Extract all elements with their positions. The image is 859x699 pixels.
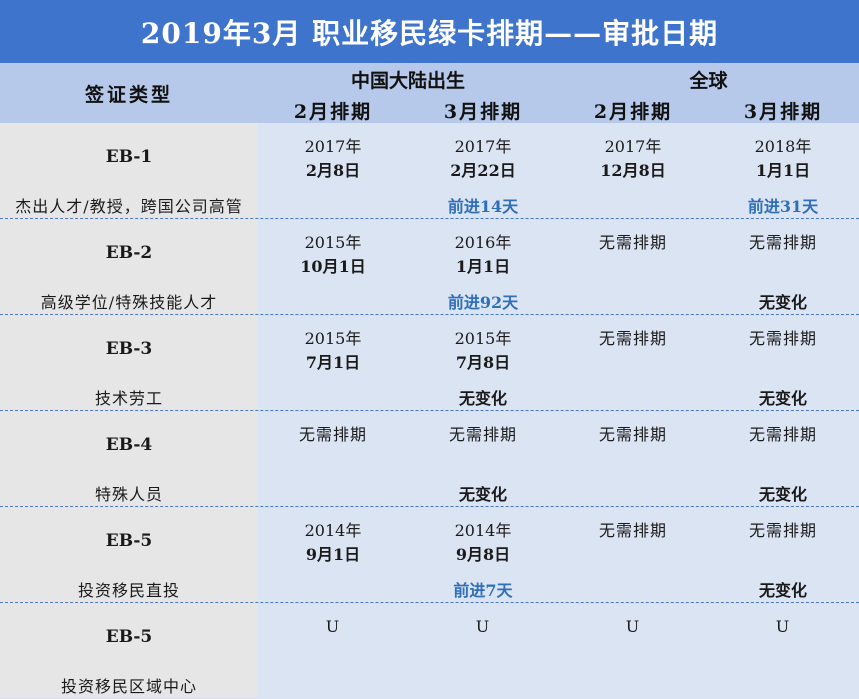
china-feb-cell: U [325,617,341,636]
china-change-label: 前进92天 [447,293,519,312]
global-change-label: 无变化 [758,581,807,600]
visa-description: 特殊人员 [94,485,163,504]
row-divider [0,602,859,603]
china-mar-cell: U [475,617,491,636]
cutoff-year: 2015年 [304,233,362,252]
visa-category: EB-5 [105,531,153,551]
china-group-header: 中国大陆出生 [350,70,465,92]
visa-category: EB-5 [105,627,153,647]
table-row: EB-5 投资移民直投 2014年 9月1日 2014年 9月8日 无需排期 无需排期前进7天… [0,507,859,603]
china-feb-cell: 2015年 10月1日 [258,231,408,279]
china-feb-cell: 2015年 7月1日 [258,327,408,375]
visa-description: 投资移民区域中心 [60,677,197,696]
visa-type-header: 签证类型 [84,84,173,106]
global-change-label: 无变化 [758,293,807,312]
global-feb-cell: 无需排期 [598,425,667,444]
china-change-label: 前进14天 [447,197,519,216]
row-divider [0,506,859,507]
cutoff-date: 10月1日 [300,257,366,276]
visa-category: EB-2 [105,243,153,263]
table-row: EB-5 投资移民区域中心 U U U U [0,603,859,699]
china-feb-cell: 2017年 2月8日 [258,135,408,183]
cutoff-date: 9月8日 [455,545,511,564]
china-mar-cell: 无需排期 [448,425,517,444]
china-mar-cell: 2017年 2月22日 [408,135,558,183]
china-mar-cell: 2016年 1月1日 [408,231,558,279]
global-feb-cell: U [625,617,641,636]
global-mar-cell: U [775,617,791,636]
visa-description: 投资移民直投 [77,581,180,600]
china-mar-header: 3月排期 [443,101,523,123]
cutoff-date: 1月1日 [755,161,811,180]
cutoff-year: 2018年 [754,137,812,156]
cutoff-year: 2017年 [604,137,662,156]
page-title: 2019年3月 职业移民绿卡排期——审批日期 [0,0,859,63]
table-row: EB-2 高级学位/特殊技能人才 2015年 10月1日 2016年 1月1日 无需排期 无需… [0,219,859,315]
cutoff-year: 2017年 [304,137,362,156]
row-divider [0,218,859,219]
global-mar-header: 3月排期 [743,101,823,123]
china-mar-cell: 2014年 9月8日 [408,519,558,567]
row-divider [0,410,859,411]
visa-description: 杰出人才/教授，跨国公司高管 [15,197,243,216]
cutoff-date: 7月8日 [455,353,511,372]
global-feb-header: 2月排期 [593,101,673,123]
cutoff-year: 2015年 [304,329,362,348]
cutoff-date: 2月8日 [305,161,361,180]
global-change-label: 无变化 [758,389,807,408]
table-header [0,63,859,123]
global-feb-cell: 无需排期 [598,233,667,252]
global-mar-cell: 2018年 1月1日 [708,135,858,183]
global-feb-cell: 无需排期 [598,329,667,348]
cutoff-date: 1月1日 [455,257,511,276]
cutoff-date: 9月1日 [305,545,361,564]
global-group-header: 全球 [689,70,728,92]
visa-category: EB-3 [105,339,153,359]
china-change-label: 无变化 [458,485,507,504]
china-feb-cell: 2014年 9月1日 [258,519,408,567]
cutoff-year: 2016年 [454,233,512,252]
global-mar-cell: 无需排期 [748,233,817,252]
cutoff-date: 12月8日 [600,161,666,180]
china-feb-cell: 无需排期 [298,425,367,444]
global-feb-cell: 无需排期 [598,521,667,540]
cutoff-year: 2017年 [454,137,512,156]
table-row: EB-1 杰出人才/教授，跨国公司高管 2017年 2月8日 2017年 2月22日 201… [0,123,859,219]
china-feb-header: 2月排期 [293,101,373,123]
global-mar-cell: 无需排期 [748,329,817,348]
table-row: EB-3 技术劳工 2015年 7月1日 2015年 7月8日 无需排期 无需排期无变化 无变化 [0,315,859,411]
table-row: EB-4 特殊人员 无需排期 无需排期 无需排期 无需排期无变化 无变化 [0,411,859,507]
cutoff-date: 7月1日 [305,353,361,372]
global-mar-cell: 无需排期 [748,425,817,444]
visa-description: 技术劳工 [94,389,163,408]
china-change-label: 无变化 [458,389,507,408]
global-mar-cell: 无需排期 [748,521,817,540]
visa-category: EB-4 [105,435,153,455]
visa-description: 高级学位/特殊技能人才 [40,293,218,312]
cutoff-year: 2014年 [454,521,512,540]
cutoff-year: 2014年 [304,521,362,540]
china-mar-cell: 2015年 7月8日 [408,327,558,375]
global-change-label: 前进31天 [747,197,819,216]
visa-category: EB-1 [105,147,153,167]
visa-type-column-background [0,63,258,697]
row-divider [0,314,859,315]
global-change-label: 无变化 [758,485,807,504]
china-change-label: 前进7天 [453,581,513,600]
global-feb-cell: 2017年 12月8日 [558,135,708,183]
cutoff-date: 2月22日 [450,161,516,180]
cutoff-year: 2015年 [454,329,512,348]
